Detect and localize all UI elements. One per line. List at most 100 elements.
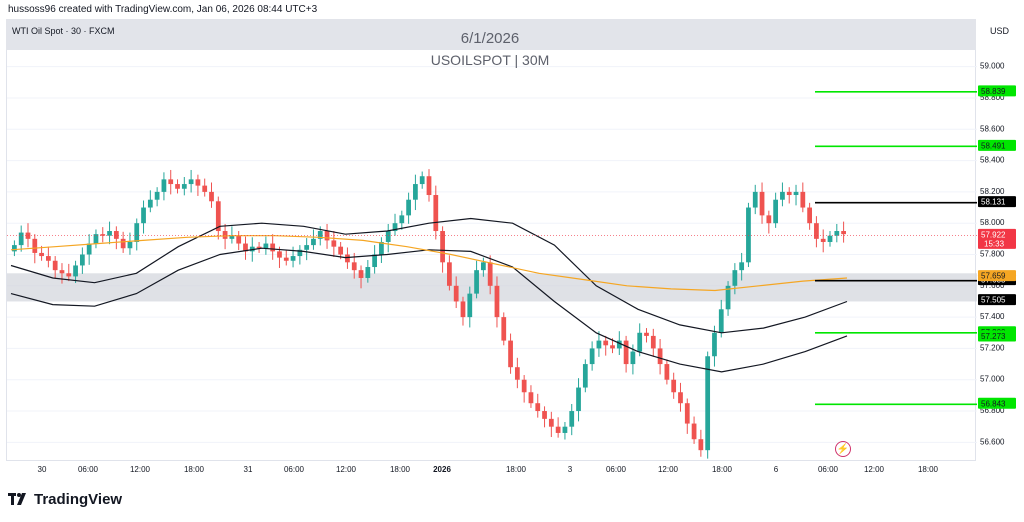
brand-name: TradingView xyxy=(34,491,123,508)
candle-body xyxy=(528,392,534,404)
candle-body xyxy=(453,285,459,302)
chart-banner xyxy=(6,19,976,50)
candle-body xyxy=(671,379,677,393)
candle-body xyxy=(120,238,126,249)
candle-body xyxy=(508,340,513,368)
time-tick-label: 12:00 xyxy=(130,465,151,474)
candle-body xyxy=(222,231,228,239)
candle-body xyxy=(834,231,840,236)
candle-body xyxy=(739,262,745,271)
candle-body xyxy=(52,260,58,271)
price-tag-label: 57.922 xyxy=(981,230,1006,239)
candle-body xyxy=(249,246,255,252)
lightning-icon[interactable]: ⚡ xyxy=(835,441,851,457)
time-tick-label: 18:00 xyxy=(918,465,939,474)
price-tag-bg xyxy=(978,85,1016,97)
candle-body xyxy=(277,251,282,258)
candle-body xyxy=(365,267,371,278)
time-tick-label: 12:00 xyxy=(658,465,679,474)
candle-body xyxy=(460,301,466,318)
candle-body xyxy=(827,235,833,242)
candle-body xyxy=(270,243,276,252)
candle-body xyxy=(141,207,146,224)
price-tag-bg xyxy=(978,330,1016,342)
price-tick-label: 57.000 xyxy=(980,375,1005,384)
brand[interactable]: TradingView xyxy=(8,491,122,509)
symbol-label[interactable]: WTI Oil Spot · 30 · FXCM xyxy=(12,26,115,36)
candle-body xyxy=(569,411,575,427)
candle-body xyxy=(576,387,581,412)
price-tag-label: 57.659 xyxy=(981,272,1006,281)
candle-body xyxy=(589,348,595,365)
candle-body xyxy=(623,340,629,365)
candle-body xyxy=(46,256,51,261)
candle-body xyxy=(644,332,649,336)
candle-body xyxy=(582,364,588,388)
candle-body xyxy=(841,231,846,235)
candle-body xyxy=(181,184,187,189)
currency-label[interactable]: USD xyxy=(990,26,1010,36)
price-tick-label: 58.000 xyxy=(980,218,1005,227)
candle-body xyxy=(467,293,473,318)
tradingview-logo-icon xyxy=(8,492,30,509)
candle-body xyxy=(317,231,323,239)
candle-body xyxy=(66,273,72,277)
candle-body xyxy=(304,245,310,250)
time-tick-label: 12:00 xyxy=(864,465,885,474)
candle-body xyxy=(616,340,622,349)
candle-body xyxy=(39,252,44,257)
candle-body xyxy=(195,179,201,186)
price-tick-label: 59.000 xyxy=(980,62,1005,71)
candle-body xyxy=(263,243,269,249)
candle-body xyxy=(501,317,507,341)
candle-body xyxy=(746,207,751,263)
candle-body xyxy=(168,179,174,185)
candle-body xyxy=(297,249,303,257)
time-axis[interactable]: 30 06:00 12:00 18:00 31 06:00 12:00 18:00 2026 18… xyxy=(6,461,976,477)
time-tick-label: 18:00 xyxy=(712,465,733,474)
ema-line xyxy=(10,235,848,292)
candle-body xyxy=(100,234,106,236)
candle-body xyxy=(691,423,697,440)
candle-body xyxy=(79,254,85,266)
candle-body xyxy=(86,243,92,255)
chart-plot-area[interactable] xyxy=(6,19,977,462)
candle-body xyxy=(562,426,568,433)
candle-body xyxy=(93,234,99,244)
candle-body xyxy=(311,238,316,246)
candle-body xyxy=(32,238,38,253)
candle-body xyxy=(379,241,384,255)
candle-body xyxy=(12,245,17,252)
candle-body xyxy=(372,254,378,268)
price-tick-label: 58.400 xyxy=(980,156,1005,165)
time-tick-label: 06:00 xyxy=(606,465,627,474)
candle-body xyxy=(345,254,350,263)
price-tag-label: 58.491 xyxy=(981,141,1006,150)
candle-body xyxy=(161,179,167,192)
candle-body xyxy=(487,262,493,286)
countdown-label: 15:33 xyxy=(984,239,1005,248)
time-tick-label: 18:00 xyxy=(184,465,205,474)
candle-body xyxy=(290,256,296,261)
price-tick-label: 57.200 xyxy=(980,343,1005,352)
price-tick-label: 56.800 xyxy=(980,406,1005,415)
candle-body xyxy=(73,265,78,277)
candle-body xyxy=(807,207,812,224)
price-tick-label: 57.400 xyxy=(980,312,1005,321)
candle-body xyxy=(209,191,214,202)
candle-body xyxy=(786,191,792,196)
candle-body xyxy=(406,199,411,216)
price-tag-label: 58.131 xyxy=(981,198,1006,207)
candle-body xyxy=(650,335,656,349)
candle-body xyxy=(773,199,779,224)
candle-body xyxy=(331,240,337,247)
price-tag-label: 57.505 xyxy=(981,296,1006,305)
price-tick-label: 56.600 xyxy=(980,437,1005,446)
candle-body xyxy=(107,231,112,236)
price-chart[interactable] xyxy=(7,20,977,462)
candle-body xyxy=(18,232,24,246)
candle-body xyxy=(793,191,799,196)
candle-body xyxy=(718,309,724,333)
candle-body xyxy=(338,246,344,255)
price-axis[interactable]: 59.000 58.800 58.600 58.400 58.200 58.000 57.8… xyxy=(976,19,1018,461)
